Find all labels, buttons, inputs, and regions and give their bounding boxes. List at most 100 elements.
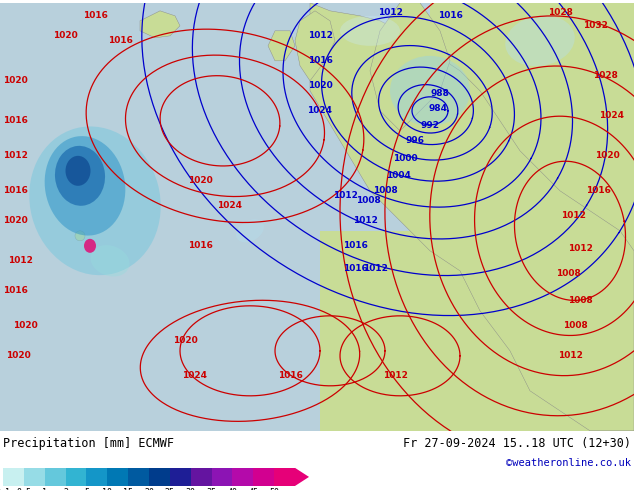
Text: 1012: 1012 — [557, 351, 583, 360]
Bar — [45, 468, 65, 486]
Text: 45: 45 — [249, 488, 258, 490]
Text: 1020: 1020 — [172, 336, 197, 345]
Text: 1016: 1016 — [586, 186, 611, 196]
Text: 1016: 1016 — [342, 264, 368, 273]
Text: 50: 50 — [269, 488, 279, 490]
Text: 0.5: 0.5 — [16, 488, 31, 490]
Text: 1020: 1020 — [3, 76, 27, 85]
Text: 1: 1 — [42, 488, 47, 490]
Bar — [107, 468, 128, 486]
Text: 1016: 1016 — [108, 36, 133, 46]
Bar — [191, 468, 212, 486]
Text: 1028: 1028 — [593, 72, 618, 80]
Bar — [24, 468, 45, 486]
Text: 1020: 1020 — [6, 351, 30, 360]
Text: 1020: 1020 — [307, 81, 332, 90]
Text: 10: 10 — [102, 488, 112, 490]
Text: 1024: 1024 — [183, 371, 207, 380]
Circle shape — [75, 231, 85, 241]
Polygon shape — [268, 31, 295, 61]
Ellipse shape — [91, 245, 129, 276]
Text: 1012: 1012 — [378, 8, 403, 17]
Text: 1012: 1012 — [307, 31, 332, 40]
Polygon shape — [140, 11, 180, 38]
Text: 1012: 1012 — [560, 211, 585, 220]
Bar — [170, 468, 191, 486]
Bar — [128, 468, 149, 486]
Text: 2: 2 — [63, 488, 68, 490]
Text: 1020: 1020 — [3, 216, 27, 225]
Text: 1012: 1012 — [363, 264, 387, 273]
Ellipse shape — [55, 146, 105, 206]
Text: 1016: 1016 — [342, 241, 368, 250]
Text: 0.1: 0.1 — [0, 488, 11, 490]
Text: Precipitation [mm] ECMWF: Precipitation [mm] ECMWF — [3, 437, 174, 450]
Text: 1016: 1016 — [3, 116, 27, 125]
Text: 1020: 1020 — [13, 321, 37, 330]
Polygon shape — [310, 3, 634, 431]
Bar — [86, 468, 107, 486]
Bar — [149, 468, 170, 486]
Text: 1000: 1000 — [392, 154, 417, 163]
Text: 1004: 1004 — [385, 172, 410, 180]
Bar — [65, 468, 86, 486]
Text: 25: 25 — [165, 488, 175, 490]
Text: 1016: 1016 — [3, 286, 27, 295]
Text: 1020: 1020 — [53, 31, 77, 40]
Polygon shape — [295, 11, 335, 81]
Text: 1012: 1012 — [8, 256, 32, 265]
Text: 1016: 1016 — [278, 371, 302, 380]
FancyBboxPatch shape — [310, 3, 430, 231]
Text: 1016: 1016 — [307, 56, 332, 65]
Text: 30: 30 — [186, 488, 196, 490]
Ellipse shape — [236, 220, 264, 242]
Text: 1028: 1028 — [548, 8, 573, 17]
Text: 1016: 1016 — [188, 241, 212, 250]
Text: 988: 988 — [430, 89, 450, 98]
Text: 1012: 1012 — [567, 245, 592, 253]
Ellipse shape — [44, 136, 126, 236]
Text: 20: 20 — [144, 488, 154, 490]
Text: 1016: 1016 — [3, 186, 27, 196]
Text: 1024: 1024 — [600, 111, 624, 121]
Bar — [233, 468, 254, 486]
Text: 1008: 1008 — [567, 296, 592, 305]
Text: Fr 27-09-2024 15..18 UTC (12+30): Fr 27-09-2024 15..18 UTC (12+30) — [403, 437, 631, 450]
Ellipse shape — [390, 56, 470, 126]
Text: 996: 996 — [406, 136, 425, 146]
Text: 1008: 1008 — [373, 186, 398, 196]
Ellipse shape — [29, 126, 160, 275]
Text: ©weatheronline.co.uk: ©weatheronline.co.uk — [506, 458, 631, 468]
Polygon shape — [295, 468, 309, 486]
Text: 1020: 1020 — [595, 151, 619, 160]
Text: 1012: 1012 — [353, 216, 377, 225]
Text: 1008: 1008 — [555, 270, 580, 278]
Text: 1016: 1016 — [82, 11, 107, 20]
Text: 1008: 1008 — [562, 321, 587, 330]
Text: 1016: 1016 — [437, 11, 462, 20]
Ellipse shape — [340, 16, 400, 46]
Text: 1012: 1012 — [3, 151, 27, 160]
Text: 15: 15 — [123, 488, 133, 490]
Text: 5: 5 — [84, 488, 89, 490]
Text: 35: 35 — [207, 488, 217, 490]
Bar — [274, 468, 295, 486]
Polygon shape — [370, 3, 450, 131]
Bar — [254, 468, 274, 486]
Ellipse shape — [65, 156, 91, 186]
Text: 1008: 1008 — [356, 196, 380, 205]
Bar — [3, 468, 24, 486]
Ellipse shape — [84, 239, 96, 253]
Ellipse shape — [505, 16, 575, 66]
Text: 1012: 1012 — [382, 371, 408, 380]
Bar — [212, 468, 233, 486]
Text: 1012: 1012 — [333, 191, 358, 200]
Text: 992: 992 — [420, 122, 439, 130]
Text: 984: 984 — [429, 104, 448, 113]
Text: 1020: 1020 — [188, 176, 212, 185]
Text: 1032: 1032 — [583, 22, 607, 30]
FancyBboxPatch shape — [0, 3, 320, 431]
Text: 1024: 1024 — [217, 201, 242, 210]
Text: 1024: 1024 — [307, 106, 332, 115]
Text: 40: 40 — [228, 488, 237, 490]
